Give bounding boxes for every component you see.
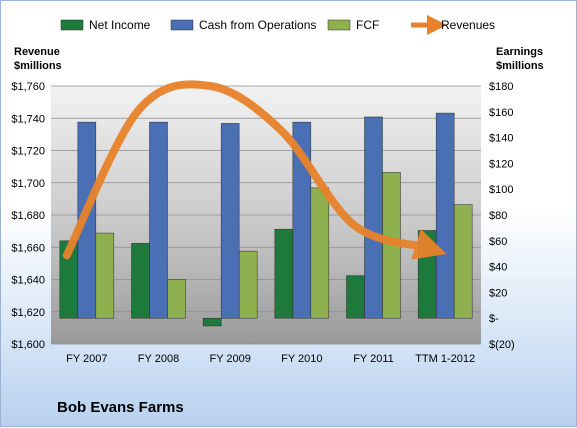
legend-label: FCF: [356, 18, 379, 32]
right-axis-title: Earnings: [496, 46, 543, 58]
right-tick-label: $80: [489, 210, 507, 222]
right-tick-label: $100: [489, 184, 513, 196]
legend-label: Net Income: [89, 18, 151, 32]
legend: Net Income Cash from Operations FCF Revenue…: [60, 15, 495, 35]
revenue-line: [62, 80, 447, 260]
right-tick-label: $120: [489, 158, 513, 170]
fcf-bar: [167, 279, 186, 319]
cash-from-operations-bar: [220, 123, 240, 319]
revenues-line: [62, 80, 447, 260]
left-axis-title: $millions: [14, 60, 62, 72]
right-tick-label: $160: [489, 107, 513, 119]
grid: [51, 85, 481, 345]
legend-swatch: [170, 19, 194, 31]
left-tick-label: $1,660: [11, 242, 45, 254]
net-income-bar: [346, 275, 365, 319]
x-tick-label: FY 2011: [353, 353, 394, 365]
fcf-bar: [453, 204, 473, 319]
cash-from-operations-bar: [435, 112, 455, 319]
left-tick-label: $1,740: [11, 113, 45, 125]
left-tick-label: $1,640: [11, 275, 45, 287]
x-tick-label: TTM 1-2012: [415, 353, 475, 365]
right-axis-title: $millions: [496, 60, 544, 72]
right-tick-label: $40: [489, 262, 507, 274]
net-income-bar: [131, 243, 150, 319]
left-tick-label: $1,720: [11, 146, 45, 158]
legend-swatch: [60, 19, 84, 31]
fcf-bar: [310, 187, 330, 319]
net-income-bar: [274, 228, 294, 319]
net-income-bar: [202, 317, 222, 327]
left-axis-title: Revenue: [14, 46, 60, 58]
right-tick-label: $-: [489, 313, 499, 325]
x-tick-label: FY 2007: [66, 353, 107, 365]
right-tick-label: $20: [489, 287, 507, 299]
x-tick-label: FY 2009: [209, 353, 250, 365]
tick-labels: $1,600 $1,620 $1,640 $1,660 $1,680 $1,700 $1,7…: [11, 81, 514, 365]
axis-titles: Revenue $millions Earnings $millions: [14, 46, 544, 72]
left-tick-label: $1,620: [11, 307, 45, 319]
left-tick-label: $1,600: [11, 339, 45, 351]
cash-from-operations-bar: [77, 121, 97, 319]
legend-label: Cash from Operations: [199, 18, 316, 32]
chart-title: Bob Evans Farms: [57, 399, 184, 416]
cash-from-operations-bar: [149, 121, 168, 319]
x-tick-label: FY 2008: [138, 353, 179, 365]
right-tick-label: $180: [489, 81, 513, 93]
right-tick-label: $60: [489, 236, 507, 248]
fcf-bar: [238, 250, 258, 319]
cash-from-operations-bar: [364, 116, 383, 319]
x-tick-label: FY 2010: [281, 353, 322, 365]
right-tick-label: $(20): [489, 339, 515, 351]
legend-swatch: [327, 19, 351, 31]
legend-label: Revenues: [441, 18, 495, 32]
left-tick-label: $1,680: [11, 210, 45, 222]
left-tick-label: $1,700: [11, 178, 45, 190]
fcf-bar: [95, 232, 115, 319]
right-tick-label: $140: [489, 133, 513, 145]
bars: [59, 112, 473, 327]
left-tick-label: $1,760: [11, 81, 45, 93]
